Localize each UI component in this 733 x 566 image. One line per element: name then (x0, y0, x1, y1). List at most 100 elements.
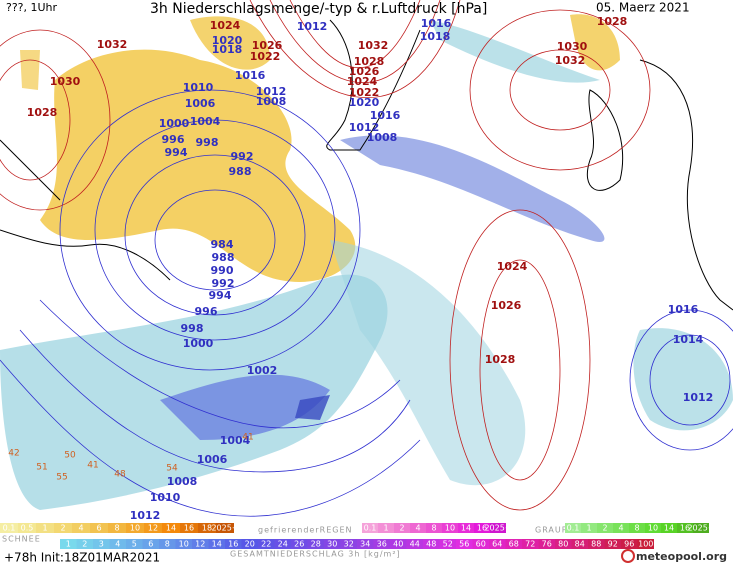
isobar-label: 994 (209, 289, 232, 302)
legend-step: 2 (82, 540, 87, 549)
legend-cell (571, 539, 588, 549)
legend-step: 0.1 (567, 524, 580, 533)
isobar-label: 998 (196, 136, 219, 149)
isobar-label: 994 (165, 146, 188, 159)
legend-cell (108, 523, 126, 533)
value-label: 51 (36, 463, 47, 473)
legend-cell (192, 539, 209, 549)
legend-cell (597, 523, 613, 533)
legend-step: 14 (664, 524, 674, 533)
legend-step: 8 (431, 524, 436, 533)
legend-cell (60, 539, 77, 549)
legend-cell (357, 539, 374, 549)
legend-step: 72 (525, 540, 535, 549)
legend-step: 20 (245, 540, 255, 549)
legend-step: 2 (60, 524, 65, 533)
legend-cell (225, 539, 242, 549)
legend-step: 10 (179, 540, 189, 549)
value-label: 48 (114, 470, 126, 480)
legend-step: 92 (608, 540, 618, 549)
legend-step: 4 (618, 524, 623, 533)
legend-step: 4 (78, 524, 83, 533)
isobar-label: 1026 (349, 65, 380, 78)
legend-cell (406, 539, 423, 549)
legend-step: 3 (99, 540, 104, 549)
legend-step: 80 (558, 540, 568, 549)
legend-cell (456, 539, 473, 549)
isobar-label: 1012 (683, 391, 714, 404)
isobar-label: 1028 (354, 55, 385, 68)
legend-step: 32 (344, 540, 354, 549)
legend-step: 48 (426, 540, 436, 549)
isobar-label: 1020 (212, 34, 243, 47)
legend-cell (439, 539, 456, 549)
legend-step: 1 (383, 524, 388, 533)
legend-cell (645, 523, 661, 533)
legend-cell (340, 539, 357, 549)
isobar-label: 998 (181, 322, 204, 335)
isobar-label: 992 (231, 150, 254, 163)
legend-cell (180, 523, 198, 533)
isobar-label: 1008 (167, 475, 198, 488)
legend-cell (613, 523, 629, 533)
isobar-label: 996 (195, 305, 218, 318)
isobar-label: 1016 (421, 17, 452, 30)
legend-step: 2025+ (211, 524, 238, 533)
legend-step: 24 (278, 540, 288, 549)
legend-cell (142, 539, 159, 549)
legend-cell (588, 539, 605, 549)
isobar-label: 1012 (349, 121, 380, 134)
legend-step: 16 (680, 524, 690, 533)
legend-cell (472, 539, 489, 549)
isobar-label: 1020 (349, 96, 380, 109)
legend-cell (423, 539, 440, 549)
legend-cell (307, 539, 324, 549)
legend-step: 1 (66, 540, 71, 549)
legend-cell (490, 523, 506, 533)
legend-cell (274, 539, 291, 549)
legend-cell (324, 539, 341, 549)
legend-cell (390, 539, 407, 549)
isobar-label: 988 (229, 165, 252, 178)
legend-cell (0, 523, 18, 533)
legend-cell (175, 539, 192, 549)
isobar-label: 1016 (668, 303, 699, 316)
brand: meteopool.org (636, 550, 727, 563)
legend-cell (159, 539, 176, 549)
isobar-label: 1018 (420, 30, 451, 43)
isobar-label: 1012 (130, 509, 161, 522)
isobar-label: 1032 (555, 54, 586, 67)
isobar-label: 1022 (250, 50, 281, 63)
legend-cell (378, 523, 394, 533)
legend-step: 0.5 (21, 524, 34, 533)
legend-cell (90, 523, 108, 533)
legend-cell (489, 539, 506, 549)
legend-cell (72, 523, 90, 533)
legend-cell (258, 539, 275, 549)
legend-cell (621, 539, 638, 549)
legend-cell (126, 539, 143, 549)
isobar-label: 1028 (597, 15, 628, 28)
legend-step: 8 (165, 540, 170, 549)
legend-step: 1 (586, 524, 591, 533)
legend-step: 2 (602, 524, 607, 533)
isobar-label: 996 (162, 133, 185, 146)
isobar-label: 1024 (347, 75, 378, 88)
legend-step: 2025+ (484, 524, 511, 533)
legend-step: 84 (575, 540, 585, 549)
value-label: 42 (8, 449, 19, 459)
legend-name: SCHNEE (2, 535, 41, 544)
isobar-label: 1010 (183, 81, 214, 94)
legend-cell (629, 523, 645, 533)
legend-step: 2 (399, 524, 404, 533)
isobar-label: 1014 (673, 333, 704, 346)
isobar-label: 992 (212, 277, 235, 290)
legend-cell (410, 523, 426, 533)
legend-step: 16 (477, 524, 487, 533)
legend-name: GRAUPEL (535, 526, 579, 535)
legend-cell (661, 523, 677, 533)
isobar-label: 1016 (370, 109, 401, 122)
isobar-label: 1024 (210, 19, 241, 32)
isobar-label: 1026 (491, 299, 522, 312)
